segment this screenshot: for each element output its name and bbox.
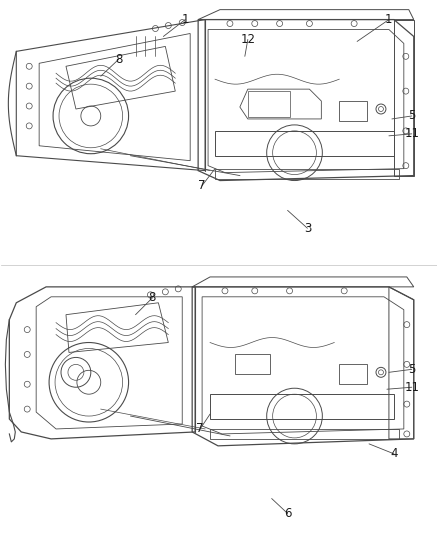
Text: 1: 1 (181, 13, 189, 26)
Text: 8: 8 (149, 292, 156, 304)
Text: 5: 5 (408, 363, 416, 376)
Text: 12: 12 (240, 33, 255, 46)
Text: 1: 1 (385, 13, 392, 26)
Text: 7: 7 (198, 179, 206, 192)
Text: 5: 5 (408, 109, 416, 123)
Text: 7: 7 (196, 423, 204, 435)
Text: 11: 11 (404, 381, 419, 394)
Text: 6: 6 (284, 507, 291, 520)
Text: 3: 3 (304, 222, 311, 235)
Text: 8: 8 (115, 53, 122, 66)
Text: 4: 4 (390, 447, 398, 461)
Text: 11: 11 (404, 127, 419, 140)
